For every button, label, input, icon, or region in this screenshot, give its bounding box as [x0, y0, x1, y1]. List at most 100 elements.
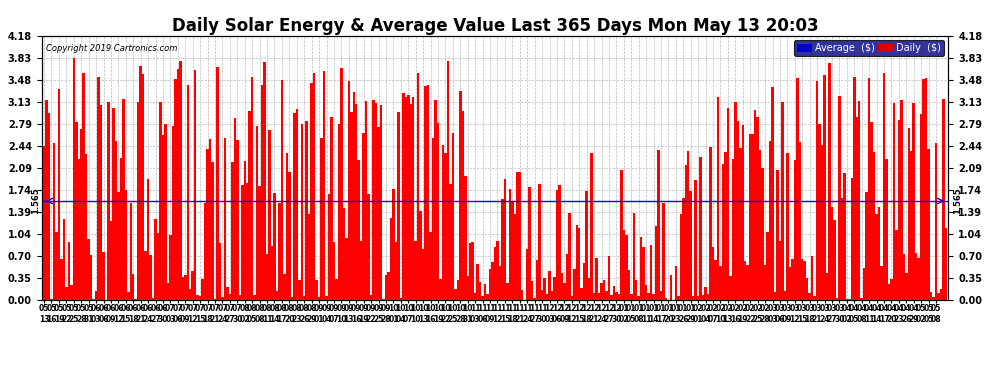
Bar: [910, 151, 913, 300]
Bar: [654, 226, 657, 300]
Bar: [362, 134, 365, 300]
Bar: [179, 60, 181, 300]
Bar: [794, 159, 796, 300]
Bar: [635, 280, 638, 300]
Bar: [276, 291, 278, 300]
Bar: [250, 77, 253, 300]
Bar: [484, 284, 486, 300]
Bar: [692, 296, 694, 300]
Bar: [445, 153, 446, 300]
Bar: [77, 159, 80, 300]
Bar: [585, 191, 588, 300]
Bar: [714, 260, 717, 300]
Bar: [102, 252, 105, 300]
Bar: [216, 67, 219, 300]
Bar: [120, 158, 122, 300]
Bar: [234, 118, 236, 300]
Bar: [338, 124, 341, 300]
Bar: [707, 294, 709, 300]
Bar: [669, 275, 672, 300]
Bar: [184, 274, 186, 300]
Bar: [387, 272, 390, 300]
Bar: [125, 190, 127, 300]
Bar: [834, 220, 836, 300]
Bar: [65, 287, 67, 300]
Bar: [331, 117, 333, 300]
Bar: [908, 128, 910, 300]
Bar: [529, 186, 531, 300]
Bar: [699, 157, 702, 300]
Bar: [253, 294, 255, 300]
Bar: [526, 249, 529, 300]
Bar: [395, 242, 397, 300]
Text: Copyright 2019 Cartronics.com: Copyright 2019 Cartronics.com: [47, 44, 177, 52]
Bar: [382, 299, 385, 300]
Bar: [801, 259, 804, 300]
Bar: [618, 294, 620, 300]
Bar: [732, 159, 735, 300]
Bar: [204, 203, 206, 300]
Bar: [372, 100, 375, 300]
Bar: [313, 73, 316, 300]
Bar: [260, 86, 263, 300]
Bar: [122, 99, 125, 300]
Bar: [687, 151, 689, 300]
Bar: [814, 296, 816, 300]
Bar: [191, 271, 194, 300]
Bar: [928, 149, 930, 300]
Bar: [694, 180, 697, 300]
Bar: [781, 102, 784, 300]
Bar: [145, 251, 147, 300]
Bar: [90, 255, 92, 300]
Bar: [248, 111, 250, 300]
Bar: [283, 274, 286, 300]
Bar: [194, 69, 196, 300]
Bar: [355, 104, 357, 300]
Bar: [417, 73, 420, 300]
Bar: [446, 61, 449, 300]
Bar: [868, 78, 870, 300]
Bar: [531, 281, 534, 300]
Bar: [860, 298, 863, 300]
Bar: [211, 162, 214, 300]
Bar: [169, 235, 171, 300]
Bar: [50, 299, 52, 300]
Bar: [501, 199, 504, 300]
Bar: [570, 296, 573, 300]
Bar: [824, 75, 826, 300]
Bar: [333, 242, 336, 300]
Bar: [806, 278, 809, 300]
Bar: [717, 97, 719, 300]
Bar: [80, 129, 82, 300]
Bar: [756, 117, 759, 300]
Bar: [623, 230, 625, 300]
Bar: [819, 124, 821, 300]
Bar: [400, 298, 402, 300]
Bar: [420, 211, 422, 300]
Bar: [236, 140, 239, 300]
Bar: [514, 214, 516, 300]
Bar: [481, 296, 484, 300]
Bar: [206, 149, 209, 300]
Bar: [189, 289, 191, 300]
Bar: [209, 139, 211, 300]
Bar: [593, 293, 595, 300]
Bar: [816, 81, 819, 300]
Bar: [85, 154, 87, 300]
Bar: [754, 110, 756, 300]
Bar: [938, 293, 940, 300]
Bar: [870, 122, 873, 300]
Bar: [147, 178, 149, 300]
Bar: [46, 100, 48, 300]
Bar: [839, 96, 841, 300]
Bar: [308, 214, 311, 300]
Bar: [156, 233, 159, 300]
Bar: [843, 173, 845, 300]
Bar: [900, 100, 903, 300]
Bar: [565, 254, 568, 300]
Bar: [100, 105, 102, 300]
Bar: [476, 264, 479, 300]
Title: Daily Solar Energy & Average Value Last 365 Days Mon May 13 20:03: Daily Solar Energy & Average Value Last …: [171, 18, 819, 36]
Bar: [598, 293, 600, 300]
Bar: [764, 265, 766, 300]
